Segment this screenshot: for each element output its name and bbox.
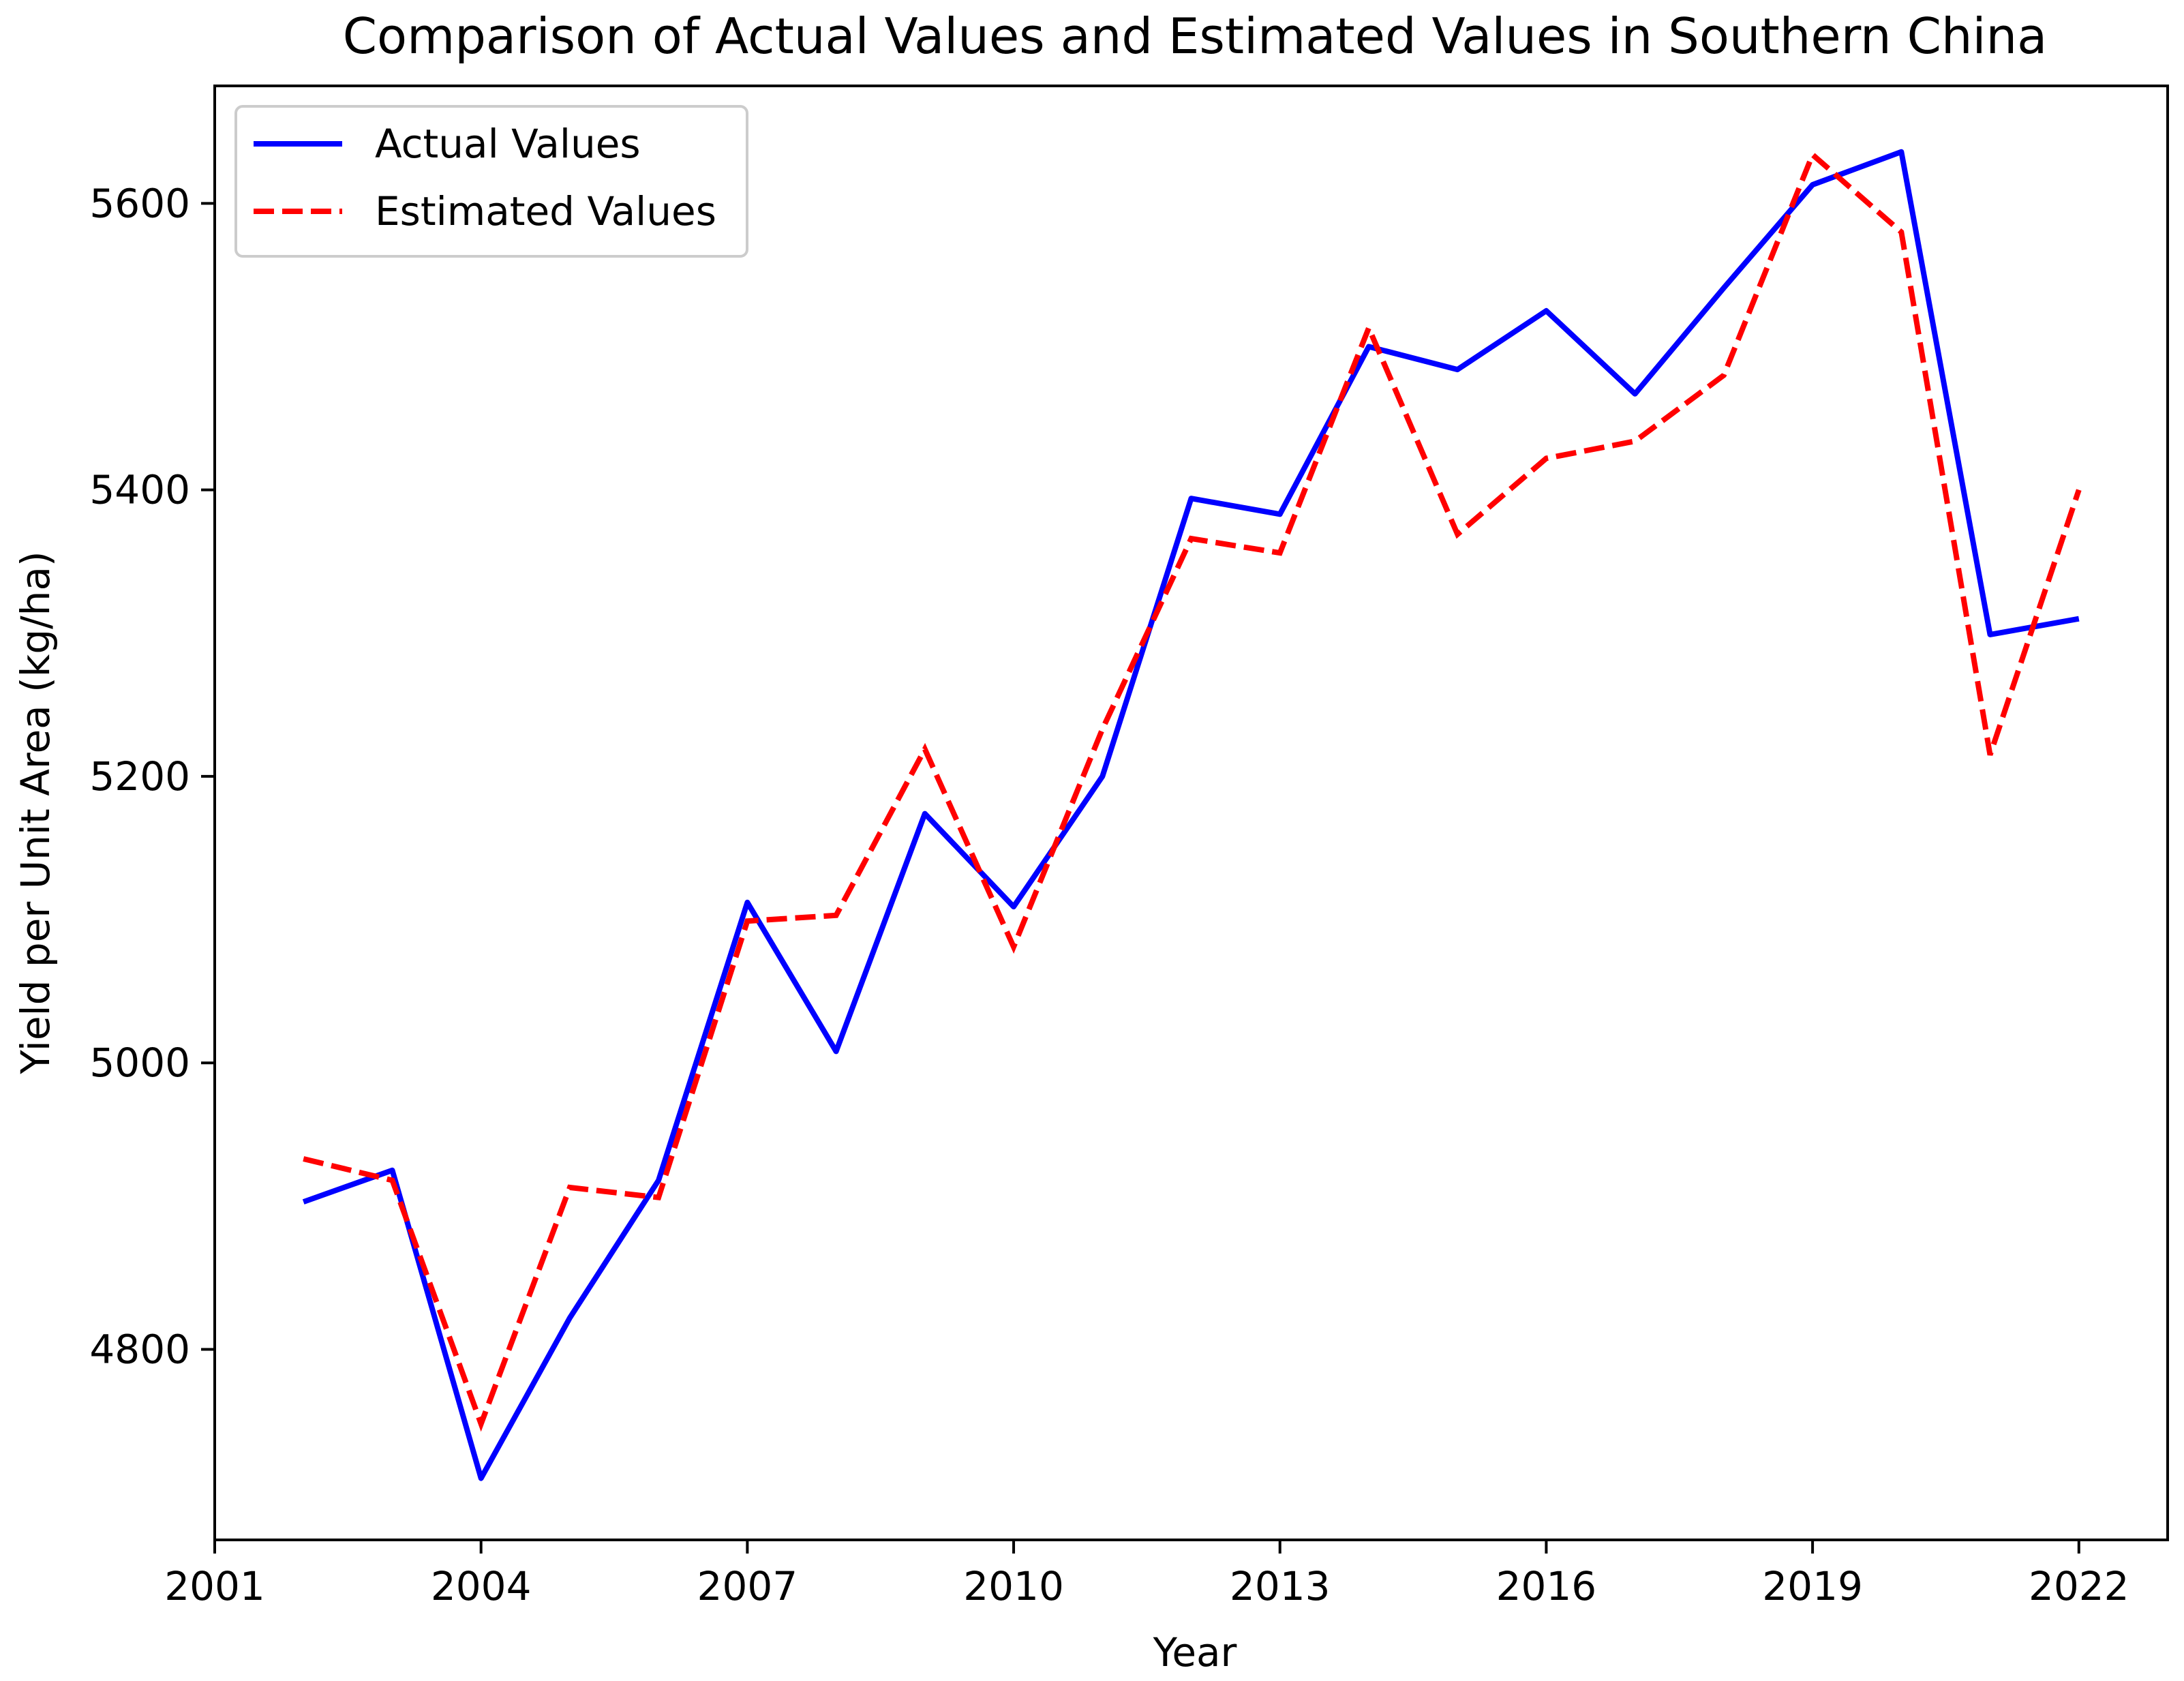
y-axis-ticks: 4800 5000 5200 5400 5600: [89, 180, 215, 1373]
x-axis-label: Year: [1153, 1629, 1237, 1676]
x-tick-label: 2013: [1230, 1563, 1331, 1609]
y-axis-label: Yield per Unit Area (kg/ha): [12, 551, 59, 1074]
plot-frame: [213, 85, 2169, 1541]
x-tick-label: 2001: [164, 1563, 265, 1609]
series-layer: [302, 149, 2082, 1481]
y-tick-label: 5400: [89, 467, 190, 513]
legend-label-actual: Actual Values: [375, 121, 641, 167]
y-tick-label: 5000: [89, 1040, 190, 1086]
y-tick-label: 4800: [89, 1327, 190, 1373]
series-line-estimated: [303, 150, 2082, 1432]
chart-title: Comparison of Actual Values and Estimate…: [343, 7, 2048, 65]
y-tick-label: 5600: [89, 180, 190, 226]
x-tick-label: 2004: [431, 1563, 532, 1609]
x-tick-label: 2022: [2029, 1563, 2129, 1609]
x-axis-ticks: 2001 2004 2007 2010 2013 2016 2019 2022: [164, 1540, 2129, 1609]
legend-frame: [234, 105, 748, 258]
y-tick-label: 5200: [89, 753, 190, 800]
series-line-actual: [302, 149, 2080, 1481]
x-tick-label: 2019: [1762, 1563, 1863, 1609]
legend: Actual Values Estimated Values: [234, 105, 748, 258]
legend-label-estimated: Estimated Values: [375, 188, 716, 234]
x-tick-label: 2007: [697, 1563, 798, 1609]
x-tick-label: 2010: [963, 1563, 1064, 1609]
x-tick-label: 2016: [1496, 1563, 1597, 1609]
